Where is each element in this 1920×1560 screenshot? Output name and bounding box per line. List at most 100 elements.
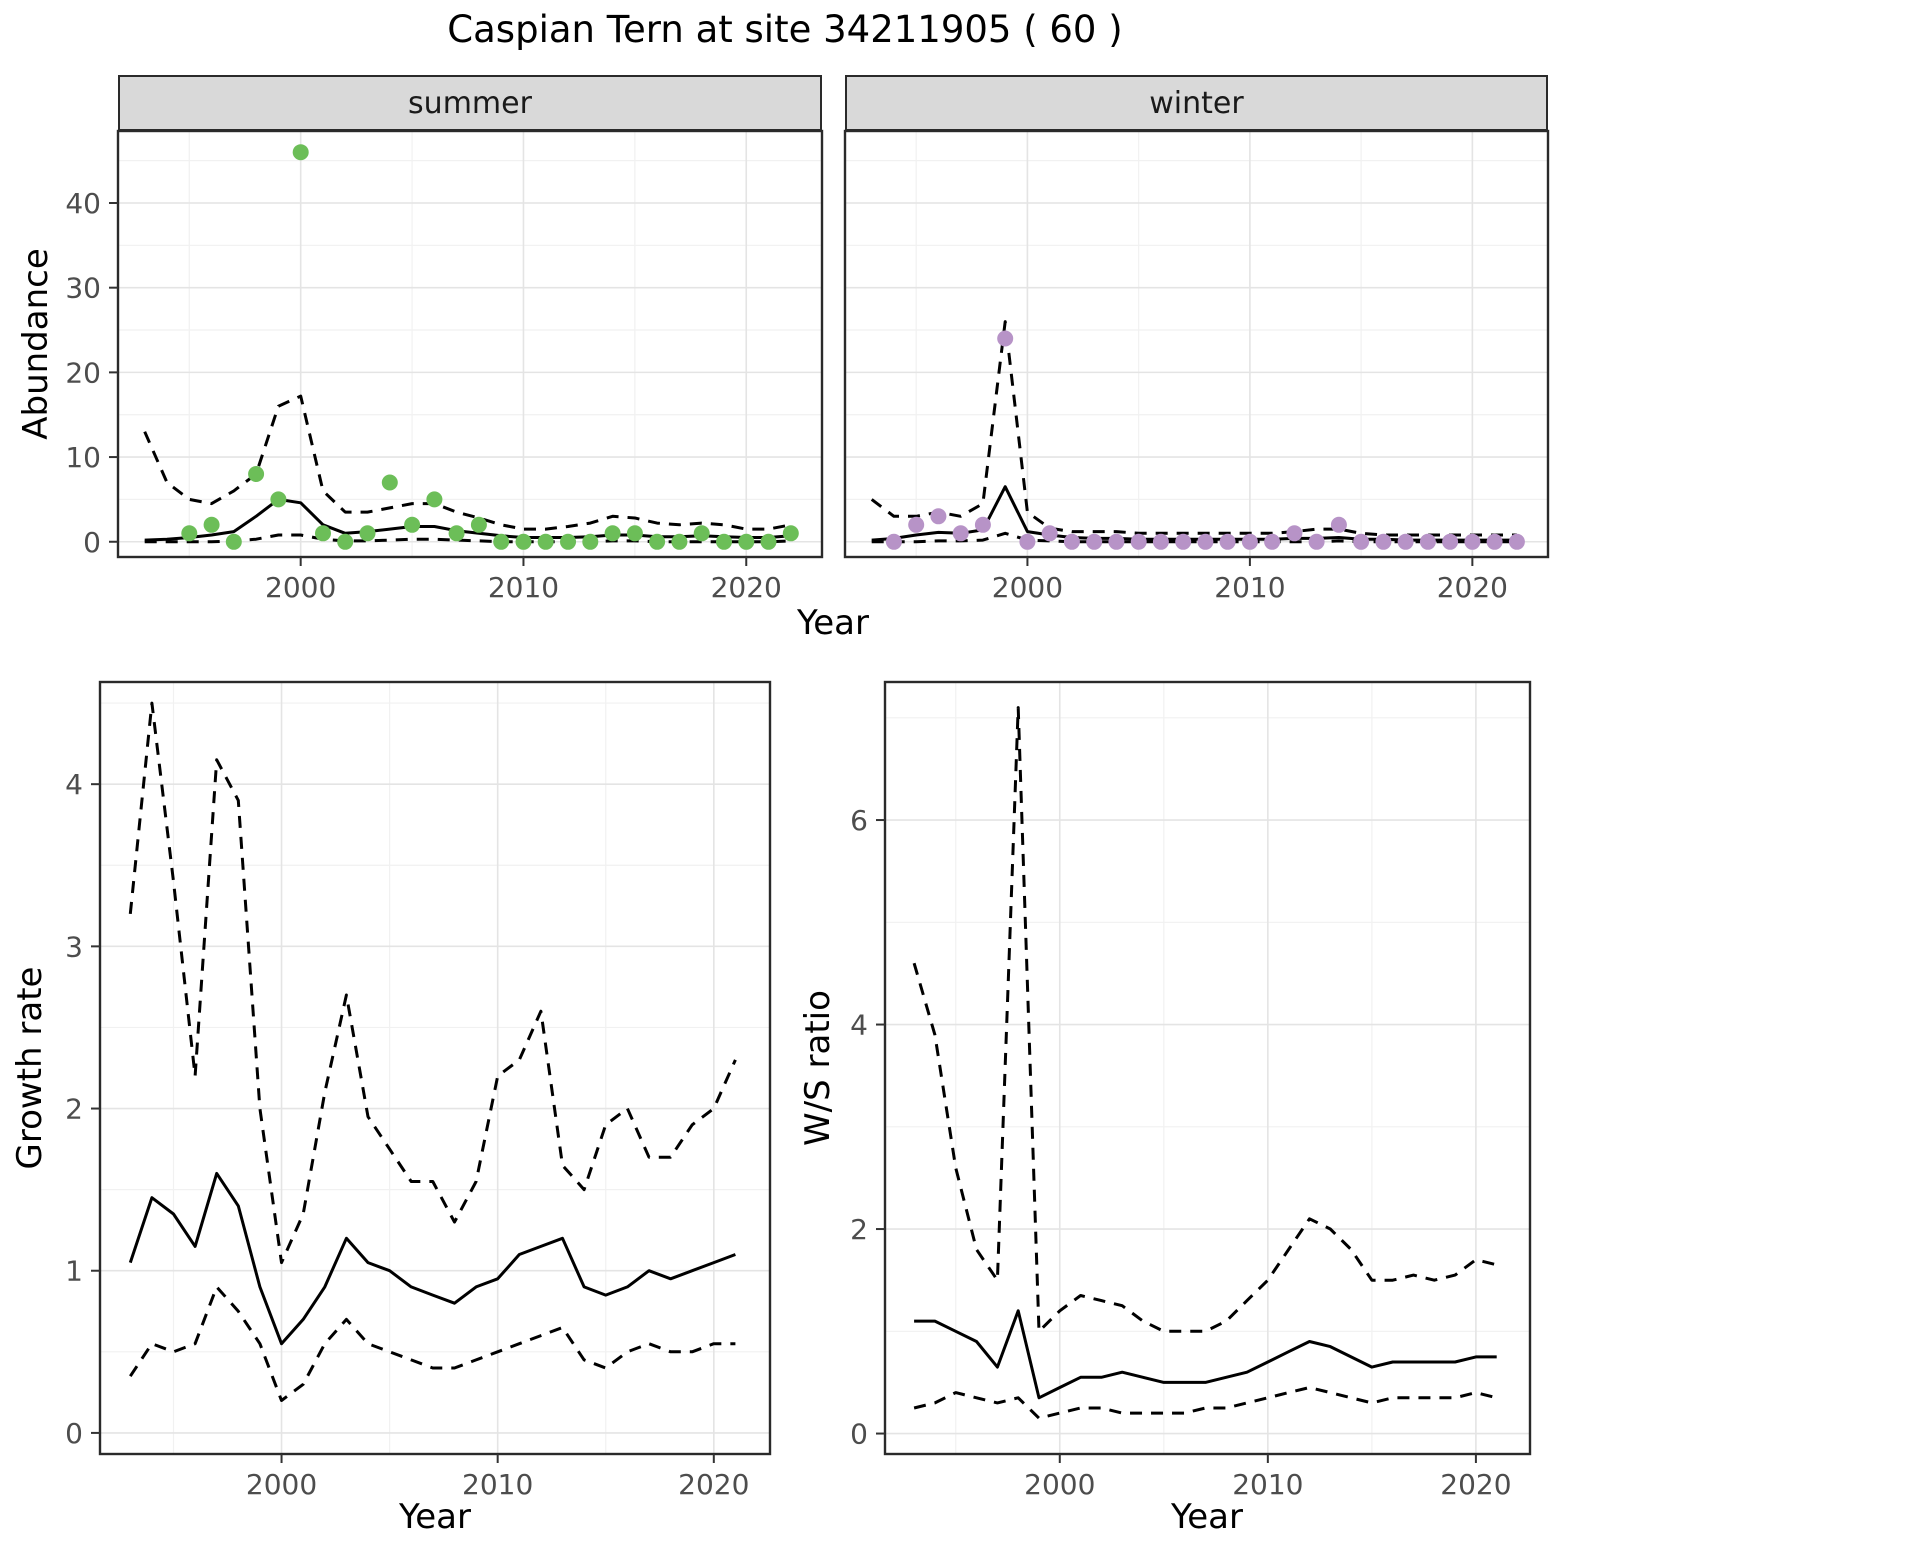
data-point-winter xyxy=(952,525,969,542)
data-point-summer xyxy=(649,533,666,550)
data-point-winter xyxy=(1041,525,1058,542)
data-point-winter xyxy=(930,508,947,525)
data-point-winter xyxy=(1464,533,1481,550)
data-point-winter xyxy=(1019,533,1036,550)
data-point-winter xyxy=(1152,533,1169,550)
y-tick-label: 40 xyxy=(65,187,101,220)
x-tick-label: 2000 xyxy=(265,571,336,604)
data-point-winter xyxy=(885,533,902,550)
data-point-summer xyxy=(582,533,599,550)
figure-title: Caspian Tern at site 34211905 ( 60 ) xyxy=(447,8,1123,51)
panel-summer: 2000 2010 2020 0 10 20 30 40 xyxy=(65,129,824,604)
data-point-winter xyxy=(1286,525,1303,542)
year-axis-label-bottom-left: Year xyxy=(399,1497,471,1537)
data-point-summer xyxy=(337,533,354,550)
data-point-summer xyxy=(426,491,443,508)
data-point-winter xyxy=(1375,533,1392,550)
data-point-winter xyxy=(1264,533,1281,550)
series-ws-fit xyxy=(914,1309,1497,1400)
panel-winter: 2000 2010 2020 xyxy=(843,129,1550,604)
data-point-summer xyxy=(626,525,643,542)
y-tick-label: 30 xyxy=(65,272,101,305)
ws-ratio-axis-label: W/S ratio xyxy=(798,990,838,1146)
year-axis-label-bottom-right: Year xyxy=(1171,1497,1243,1537)
y-tick-label: 4 xyxy=(850,1009,868,1042)
data-point-winter xyxy=(1241,533,1258,550)
data-point-winter xyxy=(1397,533,1414,550)
data-point-summer xyxy=(693,525,710,542)
y-tick-label: 0 xyxy=(83,526,101,559)
data-point-winter xyxy=(1086,533,1103,550)
y-tick-label: 3 xyxy=(65,930,83,963)
y-tick-label: 0 xyxy=(65,1417,83,1450)
data-point-summer xyxy=(292,144,309,161)
data-point-winter xyxy=(1063,533,1080,550)
data-point-winter xyxy=(1197,533,1214,550)
data-point-winter xyxy=(997,330,1014,347)
series-growth-lower_ci xyxy=(129,1285,736,1402)
facet-strip-winter: winter xyxy=(845,75,1548,131)
y-tick-label: 4 xyxy=(65,768,83,801)
data-point-winter xyxy=(1486,533,1503,550)
data-point-summer xyxy=(782,525,799,542)
data-point-winter xyxy=(1330,516,1347,533)
data-point-summer xyxy=(203,516,220,533)
y-tick-label: 1 xyxy=(65,1255,83,1288)
data-point-winter xyxy=(974,516,991,533)
series-summer-lower_ci xyxy=(144,533,791,544)
panel-ws: 2000 2010 2020 0 2 4 6 xyxy=(850,680,1532,1501)
y-tick-label: 10 xyxy=(65,441,101,474)
panel-growth: 2000 2010 2020 0 1 2 3 4 xyxy=(65,680,772,1501)
x-tick-label: 2020 xyxy=(1437,571,1508,604)
data-point-summer xyxy=(604,525,621,542)
data-point-summer xyxy=(359,525,376,542)
data-point-summer xyxy=(181,525,198,542)
data-point-summer xyxy=(315,525,331,542)
y-tick-label: 6 xyxy=(850,804,868,837)
data-point-summer xyxy=(560,533,576,550)
data-point-winter xyxy=(1130,533,1147,550)
data-point-winter xyxy=(1442,533,1459,550)
data-point-summer xyxy=(470,516,487,533)
series-growth-fit xyxy=(128,1171,736,1346)
x-tick-label: 2000 xyxy=(1024,1468,1095,1501)
x-tick-label: 2020 xyxy=(1440,1468,1511,1501)
data-point-summer xyxy=(738,533,755,550)
series-winter-lower_ci xyxy=(871,531,1517,544)
x-tick-label: 2020 xyxy=(678,1468,749,1501)
data-point-winter xyxy=(1175,533,1192,550)
x-tick-label: 2000 xyxy=(246,1468,317,1501)
data-point-summer xyxy=(404,516,421,533)
abundance-axis-label: Abundance xyxy=(16,248,56,440)
x-tick-label: 2010 xyxy=(1214,571,1285,604)
data-point-winter xyxy=(1353,533,1370,550)
x-tick-label: 2010 xyxy=(462,1468,533,1501)
data-point-summer xyxy=(671,533,688,550)
series-growth-upper_ci xyxy=(128,701,737,1265)
data-point-winter xyxy=(1419,533,1436,550)
year-axis-label-top: Year xyxy=(797,603,869,643)
x-tick-label: 2000 xyxy=(992,571,1063,604)
series-ws-lower_ci xyxy=(913,1386,1498,1420)
y-tick-label: 20 xyxy=(65,356,101,389)
facet-strip-summer: summer xyxy=(118,75,822,131)
data-point-summer xyxy=(225,533,242,550)
x-tick-label: 2010 xyxy=(488,571,559,604)
data-point-summer xyxy=(515,533,532,550)
growth-rate-axis-label: Growth rate xyxy=(10,966,50,1170)
data-point-winter xyxy=(908,516,925,533)
x-tick-label: 2010 xyxy=(1232,1468,1303,1501)
y-tick-label: 2 xyxy=(850,1213,868,1246)
y-tick-label: 2 xyxy=(65,1093,83,1126)
data-point-summer xyxy=(270,491,287,508)
data-point-winter xyxy=(1508,533,1525,550)
data-point-summer xyxy=(381,474,398,491)
data-point-winter xyxy=(1219,533,1236,550)
x-tick-label: 2020 xyxy=(711,571,782,604)
data-point-winter xyxy=(1308,533,1325,550)
data-point-winter xyxy=(1108,533,1125,550)
data-point-summer xyxy=(537,533,554,550)
data-point-summer xyxy=(448,525,465,542)
